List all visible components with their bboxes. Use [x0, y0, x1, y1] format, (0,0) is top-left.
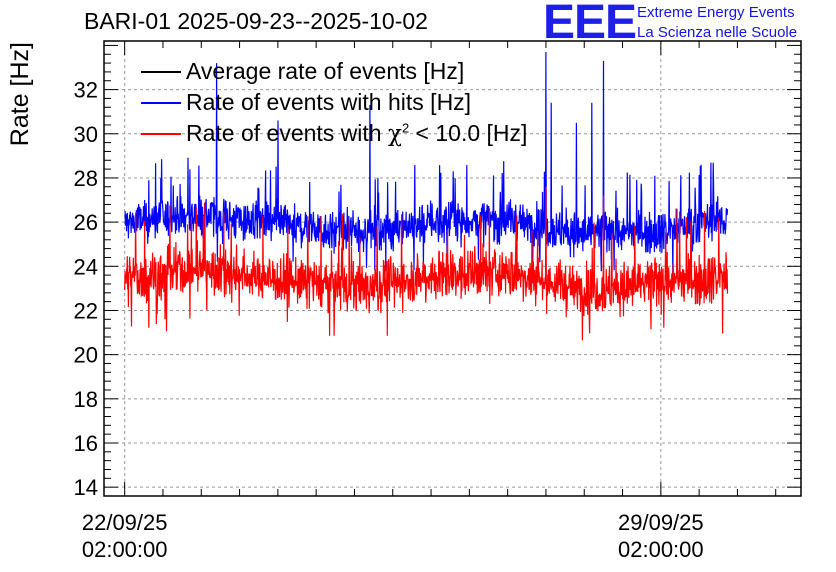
series-layer: [124, 51, 729, 341]
legend-label-average: Average rate of events [Hz]: [186, 58, 465, 84]
x-tick-label-time: 02:00:00: [618, 537, 704, 562]
x-tick-label-time: 02:00:00: [82, 537, 168, 562]
y-tick-label: 32: [74, 78, 98, 103]
y-tick-label: 20: [74, 343, 98, 368]
y-tick-label: 24: [74, 254, 98, 279]
y-axis-title: Rate [Hz]: [6, 42, 34, 146]
plot-frame: [103, 40, 802, 497]
axis-ticks: [104, 41, 801, 496]
y-tick-label: 18: [74, 387, 98, 412]
eee-logo: EEE: [543, 0, 637, 49]
y-tick-label: 26: [74, 210, 98, 235]
y-tick-label: 28: [74, 166, 98, 191]
legend-chi2-suffix: < 10.0 [Hz]: [409, 120, 528, 146]
y-tick-label: 22: [74, 298, 98, 323]
series-line-chi2: [124, 186, 729, 341]
legend-chi2-prefix: Rate of events with: [186, 120, 388, 146]
legend-chi-sup: 2: [401, 120, 410, 136]
chart-title: BARI-01 2025-09-23--2025-10-02: [84, 8, 428, 34]
x-tick-label-date: 29/09/25: [618, 510, 704, 535]
series-line-hits: [124, 51, 729, 277]
y-tick-label: 30: [74, 122, 98, 147]
y-tick-label: 14: [74, 475, 98, 500]
axis-labels: 1416182022242628303222/09/2502:00:0029/0…: [6, 42, 704, 562]
legend-label-chi2: Rate of events with χ2 < 10.0 [Hz]: [186, 120, 527, 147]
logo-subtitle-2: La Scienza nelle Scuole: [637, 24, 798, 41]
x-tick-label-date: 22/09/25: [82, 510, 168, 535]
legend: [141, 71, 181, 135]
legend-label-hits: Rate of events with hits [Hz]: [186, 89, 472, 115]
y-tick-label: 16: [74, 431, 98, 456]
legend-chi-symbol: χ: [388, 121, 402, 147]
plot-frame-rect: [103, 40, 802, 497]
logo-subtitle-1: Extreme Energy Events: [637, 4, 795, 21]
